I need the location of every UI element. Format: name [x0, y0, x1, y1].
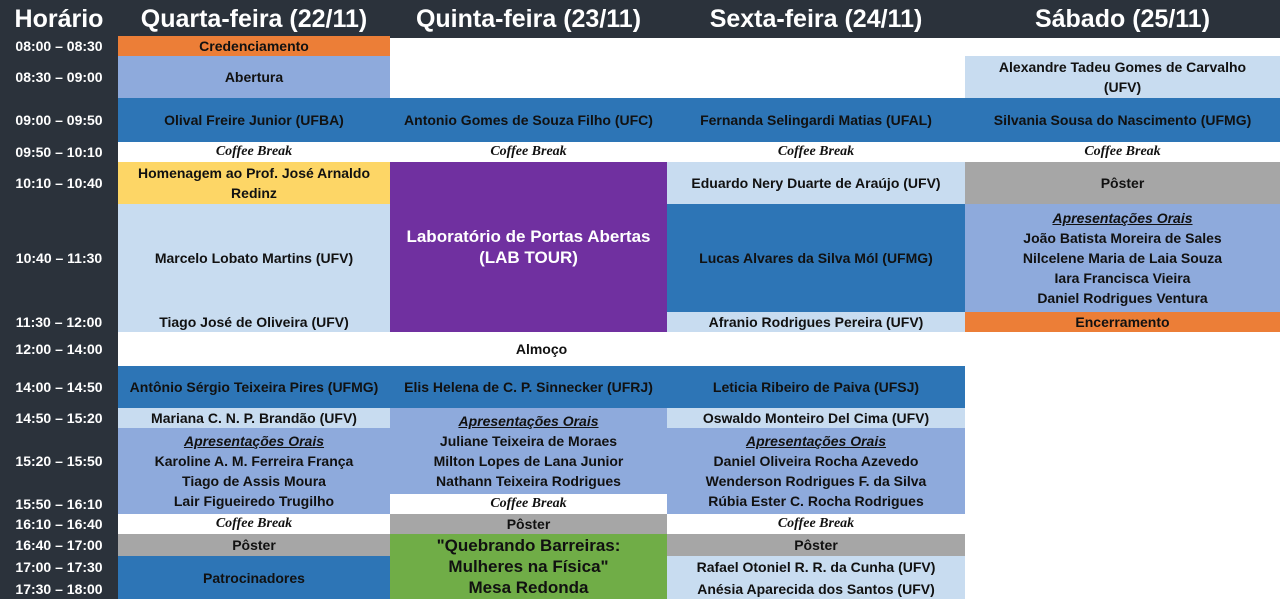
oral-presenter: Juliane Teixeira de Moraes — [439, 433, 618, 449]
mesa-redonda-line: "Quebrando Barreiras: — [436, 536, 621, 555]
talk-cell: Oswaldo Monteiro Del Cima (UFV) — [667, 408, 965, 428]
header-thursday: Quinta-feira (23/11) — [390, 0, 667, 38]
mesa-redonda-line: Mulheres na Física" — [448, 557, 609, 576]
talk-cell: Silvania Sousa do Nascimento (UFMG) — [965, 98, 1280, 142]
talk-cell: Anésia Aparecida dos Santos (UFV) — [667, 578, 965, 599]
time-slot: 12:00 – 14:00 — [0, 332, 118, 366]
oral-presenter: Daniel Oliveira Rocha Azevedo — [713, 453, 919, 469]
time-slot: 16:10 – 16:40 — [0, 514, 118, 534]
abertura-cell: Abertura — [118, 56, 390, 98]
homenagem-line: Homenagem ao Prof. José Arnaldo — [137, 165, 371, 181]
poster-cell: Pôster — [118, 534, 390, 556]
time-slot: 10:10 – 10:40 — [0, 162, 118, 204]
oral-presenter: Karoline A. M. Ferreira França — [154, 453, 354, 469]
oral-presenter: Iara Francisca Vieira — [1054, 270, 1191, 286]
encerramento-cell: Encerramento — [965, 312, 1280, 332]
talk-cell: Afranio Rodrigues Pereira (UFV) — [667, 312, 965, 332]
poster-cell: Pôster — [667, 534, 965, 556]
time-slot: 10:40 – 11:30 — [0, 204, 118, 312]
talk-cell: Marcelo Lobato Martins (UFV) — [118, 204, 390, 312]
coffee-break-cell: Coffee Break — [118, 514, 390, 534]
coffee-break-cell: Coffee Break — [965, 142, 1280, 162]
header-time: Horário — [0, 0, 118, 38]
oral-presenter: João Batista Moreira de Sales — [1023, 230, 1222, 246]
talk-cell: Antônio Sérgio Teixeira Pires (UFMG) — [118, 366, 390, 408]
time-slot: 11:30 – 12:00 — [0, 312, 118, 332]
talk-cell: Tiago José de Oliveira (UFV) — [118, 312, 390, 332]
talk-cell: Antonio Gomes de Souza Filho (UFC) — [390, 98, 667, 142]
talk-cell: Fernanda Selingardi Matias (UFAL) — [667, 98, 965, 142]
oral-presenter: Milton Lopes de Lana Junior — [433, 453, 624, 469]
oral-presentations-cell: Apresentações Orais Juliane Teixeira de … — [390, 408, 667, 494]
oral-presentations-cell: Apresentações Orais Daniel Oliveira Roch… — [667, 428, 965, 514]
lab-tour-line: Laboratório de Portas Abertas — [406, 227, 651, 246]
talk-line: Alexandre Tadeu Gomes de Carvalho — [998, 59, 1247, 75]
coffee-break-cell: Coffee Break — [118, 142, 390, 162]
time-slot: 17:00 – 17:30 — [0, 556, 118, 578]
header-wednesday: Quarta-feira (22/11) — [118, 0, 390, 38]
time-slot: 09:50 – 10:10 — [0, 142, 118, 162]
mesa-redonda-cell: "Quebrando Barreiras: Mulheres na Física… — [390, 534, 667, 599]
oral-presenter: Daniel Rodrigues Ventura — [1037, 290, 1208, 306]
oral-presentations-title: Apresentações Orais — [458, 413, 599, 429]
talk-cell: Olival Freire Junior (UFBA) — [118, 98, 390, 142]
time-slot: 09:00 – 09:50 — [0, 98, 118, 142]
time-slot: 17:30 – 18:00 — [0, 578, 118, 599]
mesa-redonda-line: Mesa Redonda — [468, 578, 589, 597]
oral-presenter: Tiago de Assis Moura — [182, 473, 326, 489]
coffee-break-cell: Coffee Break — [390, 142, 667, 162]
oral-presenter: Lair Figueiredo Trugilho — [173, 493, 335, 509]
coffee-break-cell: Coffee Break — [390, 494, 667, 514]
oral-presentations-cell: Apresentações Orais João Batista Moreira… — [965, 204, 1280, 312]
oral-presentations-cell: Apresentações Orais Karoline A. M. Ferre… — [118, 428, 390, 514]
oral-presenter: Rúbia Ester C. Rocha Rodrigues — [708, 493, 924, 509]
talk-line: (UFV) — [1103, 79, 1142, 95]
time-slot: 08:00 – 08:30 — [0, 36, 118, 56]
lab-tour-line: (LAB TOUR) — [479, 248, 578, 267]
oral-presentations-title: Apresentações Orais — [183, 433, 325, 449]
coffee-break-cell: Coffee Break — [667, 514, 965, 534]
talk-cell: Mariana C. N. P. Brandão (UFV) — [118, 408, 390, 428]
talk-cell: Eduardo Nery Duarte de Araújo (UFV) — [667, 162, 965, 204]
header-friday: Sexta-feira (24/11) — [667, 0, 965, 38]
talk-cell: Lucas Alvares da Silva Mól (UFMG) — [667, 204, 965, 312]
time-slot: 15:50 – 16:10 — [0, 494, 118, 514]
poster-cell: Pôster — [390, 514, 667, 534]
time-slot: 14:00 – 14:50 — [0, 366, 118, 408]
credenciamento-cell: Credenciamento — [118, 36, 390, 56]
talk-cell: Elis Helena de C. P. Sinnecker (UFRJ) — [390, 366, 667, 408]
homenagem-cell: Homenagem ao Prof. José Arnaldo Redinz — [118, 162, 390, 204]
oral-presenter: Nilcelene Maria de Laia Souza — [1022, 250, 1223, 266]
patrocinadores-cell: Patrocinadores — [118, 556, 390, 599]
oral-presentations-title: Apresentações Orais — [745, 433, 887, 449]
oral-presenter: Nathann Teixeira Rodrigues — [436, 473, 621, 489]
time-slot: 16:40 – 17:00 — [0, 534, 118, 556]
time-slot: 08:30 – 09:00 — [0, 56, 118, 98]
homenagem-line: Redinz — [231, 185, 277, 201]
talk-cell: Alexandre Tadeu Gomes de Carvalho (UFV) — [965, 56, 1280, 98]
oral-presenter: Wenderson Rodrigues F. da Silva — [705, 473, 927, 489]
lab-tour-cell: Laboratório de Portas Abertas (LAB TOUR) — [390, 162, 667, 332]
time-slot: 15:20 – 15:50 — [0, 428, 118, 494]
oral-presentations-title: Apresentações Orais — [1052, 210, 1193, 226]
almoco-cell: Almoço — [118, 332, 965, 366]
poster-cell: Pôster — [965, 162, 1280, 204]
time-slot: 14:50 – 15:20 — [0, 408, 118, 428]
coffee-break-cell: Coffee Break — [667, 142, 965, 162]
header-saturday: Sábado (25/11) — [965, 0, 1280, 38]
talk-cell: Rafael Otoniel R. R. da Cunha (UFV) — [667, 556, 965, 578]
talk-cell: Leticia Ribeiro de Paiva (UFSJ) — [667, 366, 965, 408]
